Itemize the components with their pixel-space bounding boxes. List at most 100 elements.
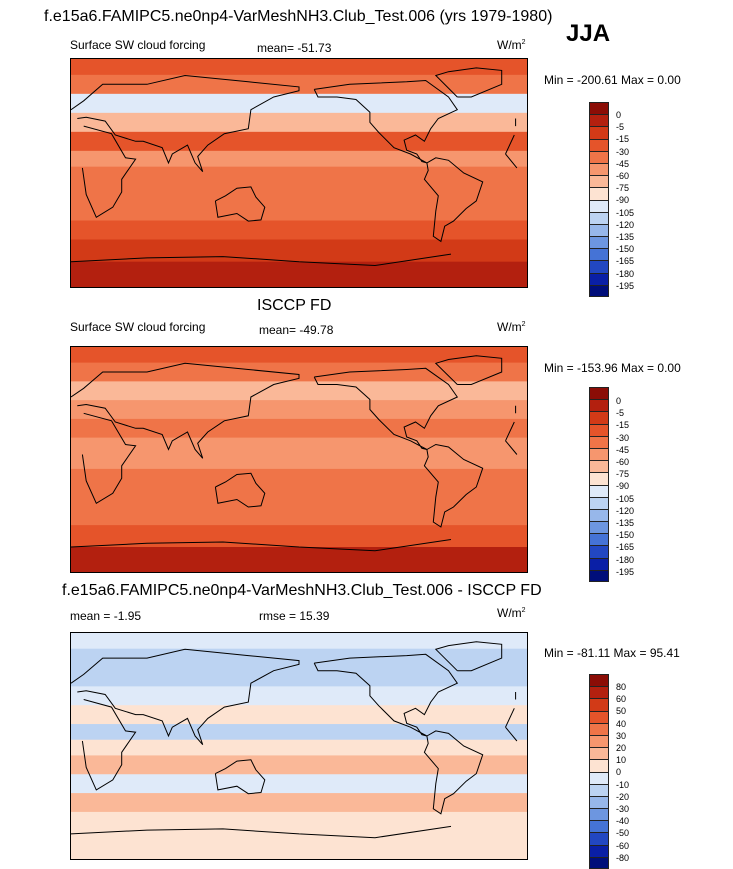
colorbar-tick-label: -50 (616, 828, 630, 839)
colorbar-swatch (589, 399, 609, 412)
coastline (423, 157, 484, 243)
colorbar-tick-label: -15 (616, 420, 630, 431)
colorbar-tick-label: 20 (616, 743, 627, 753)
coastline (71, 253, 452, 267)
colorbar-swatch (589, 808, 609, 821)
map-plot (70, 346, 528, 573)
lat-band-cell (71, 150, 527, 168)
lat-band-cell (71, 166, 527, 183)
colorbar-tick-label: -80 (616, 852, 630, 863)
coastline (434, 641, 503, 672)
figure-title: f.e15a6.FAMIPC5.ne0np4-VarMeshNH3.Club_T… (44, 8, 553, 25)
colorbar-tick-label: -30 (616, 432, 630, 443)
lat-band-cell (71, 239, 527, 263)
coastline (434, 355, 503, 385)
colorbar-swatch (589, 472, 609, 485)
colorbar-swatch (589, 114, 609, 127)
panel-mean-label: mean= -51.73 (257, 41, 332, 55)
colorbar-tick-label: -15 (616, 134, 630, 145)
colorbar-tick-label: -30 (616, 804, 630, 814)
lat-band-cell (71, 362, 527, 382)
colorbar-tick-label: -75 (616, 469, 630, 480)
colorbar-swatch (589, 832, 609, 845)
colorbar-swatch (589, 211, 609, 224)
lat-band-cell (71, 400, 527, 420)
colorbar-tick-label: -180 (616, 554, 635, 565)
colorbar-swatch (589, 138, 609, 151)
lat-band-cell (71, 381, 527, 401)
colorbar-tick-label: 80 (616, 682, 627, 692)
colorbar-tick-label: 60 (616, 694, 627, 705)
coastline (313, 79, 459, 164)
colorbar-swatch (589, 236, 609, 249)
colorbar-tick-label: 0 (616, 396, 622, 406)
colorbar-swatch (589, 199, 609, 212)
colorbar-swatch (589, 759, 609, 772)
colorbar (589, 387, 609, 582)
colorbar-swatch (589, 423, 609, 436)
lat-band-cell (71, 201, 527, 221)
colorbar-swatch (589, 747, 609, 760)
lat-band-cell (71, 437, 527, 454)
lat-band-cell (71, 487, 527, 507)
colorbar-tick-label: -40 (616, 816, 630, 827)
colorbar-tick-label: -30 (616, 146, 630, 157)
coastline (434, 67, 503, 98)
lat-band-cell (71, 112, 527, 133)
coastline (71, 74, 517, 173)
lat-band-cell (71, 686, 527, 706)
colorbar-swatch (589, 734, 609, 748)
colorbar-tick-label: -120 (616, 219, 635, 230)
lat-band-cell (71, 93, 527, 114)
panel-variable-label: Surface SW cloud forcing (70, 320, 206, 334)
colorbar-swatch (589, 447, 609, 461)
colorbar-swatch (589, 533, 609, 546)
lat-band-cell (71, 547, 527, 572)
lat-band-cell (71, 811, 527, 835)
coastline (81, 125, 518, 219)
colorbar-swatch (589, 508, 609, 522)
map-plot (70, 632, 528, 860)
lat-band-cell (71, 220, 527, 240)
colorbar-tick-label: -135 (616, 232, 635, 242)
colorbar-tick-label: 0 (616, 767, 622, 778)
panel-mean-label: mean = -1.95 (70, 609, 142, 623)
coastline (313, 367, 459, 450)
colorbar-tick-label: -5 (616, 408, 625, 419)
colorbar-tick-label: -75 (616, 183, 630, 194)
minmax-label: Min = -153.96 Max = 0.00 (544, 361, 681, 375)
colorbar-swatch (589, 496, 609, 509)
colorbar-tick-label: -20 (616, 791, 630, 802)
lat-band-cell (71, 468, 527, 489)
map-field (71, 59, 527, 287)
lat-band-cell (71, 525, 527, 548)
lat-band-cell (71, 74, 527, 95)
colorbar-swatch (589, 435, 609, 448)
colorbar-tick-label: -135 (616, 518, 635, 528)
colorbar-swatch (589, 460, 609, 473)
minmax-label: Min = -200.61 Max = 0.00 (544, 73, 681, 87)
colorbar-tick-label: 50 (616, 706, 627, 717)
colorbar-swatch (589, 686, 609, 699)
coastline (81, 412, 518, 505)
coastline (214, 186, 266, 222)
panel-units-label: W/m2 (497, 606, 526, 620)
colorbar-tick-label: -150 (616, 530, 635, 541)
colorbar-swatch (589, 771, 609, 784)
colorbar-tick-label: -5 (616, 122, 625, 133)
colorbar (589, 674, 609, 869)
coastline (313, 653, 459, 737)
panel-rmse-label: rmse = 15.39 (259, 609, 330, 623)
colorbar-tick-label: -105 (616, 493, 635, 504)
colorbar-swatch (589, 187, 609, 200)
colorbar-tick-label: -60 (616, 457, 630, 467)
lat-band-cell (71, 633, 527, 650)
colorbar-swatch (589, 284, 609, 297)
map-field (71, 633, 527, 859)
panel-title: f.e15a6.FAMIPC5.ne0np4-VarMeshNH3.Club_T… (62, 582, 542, 599)
colorbar-swatch (589, 569, 609, 582)
colorbar-tick-label: -150 (616, 244, 635, 255)
coastline (71, 539, 452, 552)
coastline (71, 362, 517, 459)
panel-title: ISCCP FD (257, 297, 332, 314)
